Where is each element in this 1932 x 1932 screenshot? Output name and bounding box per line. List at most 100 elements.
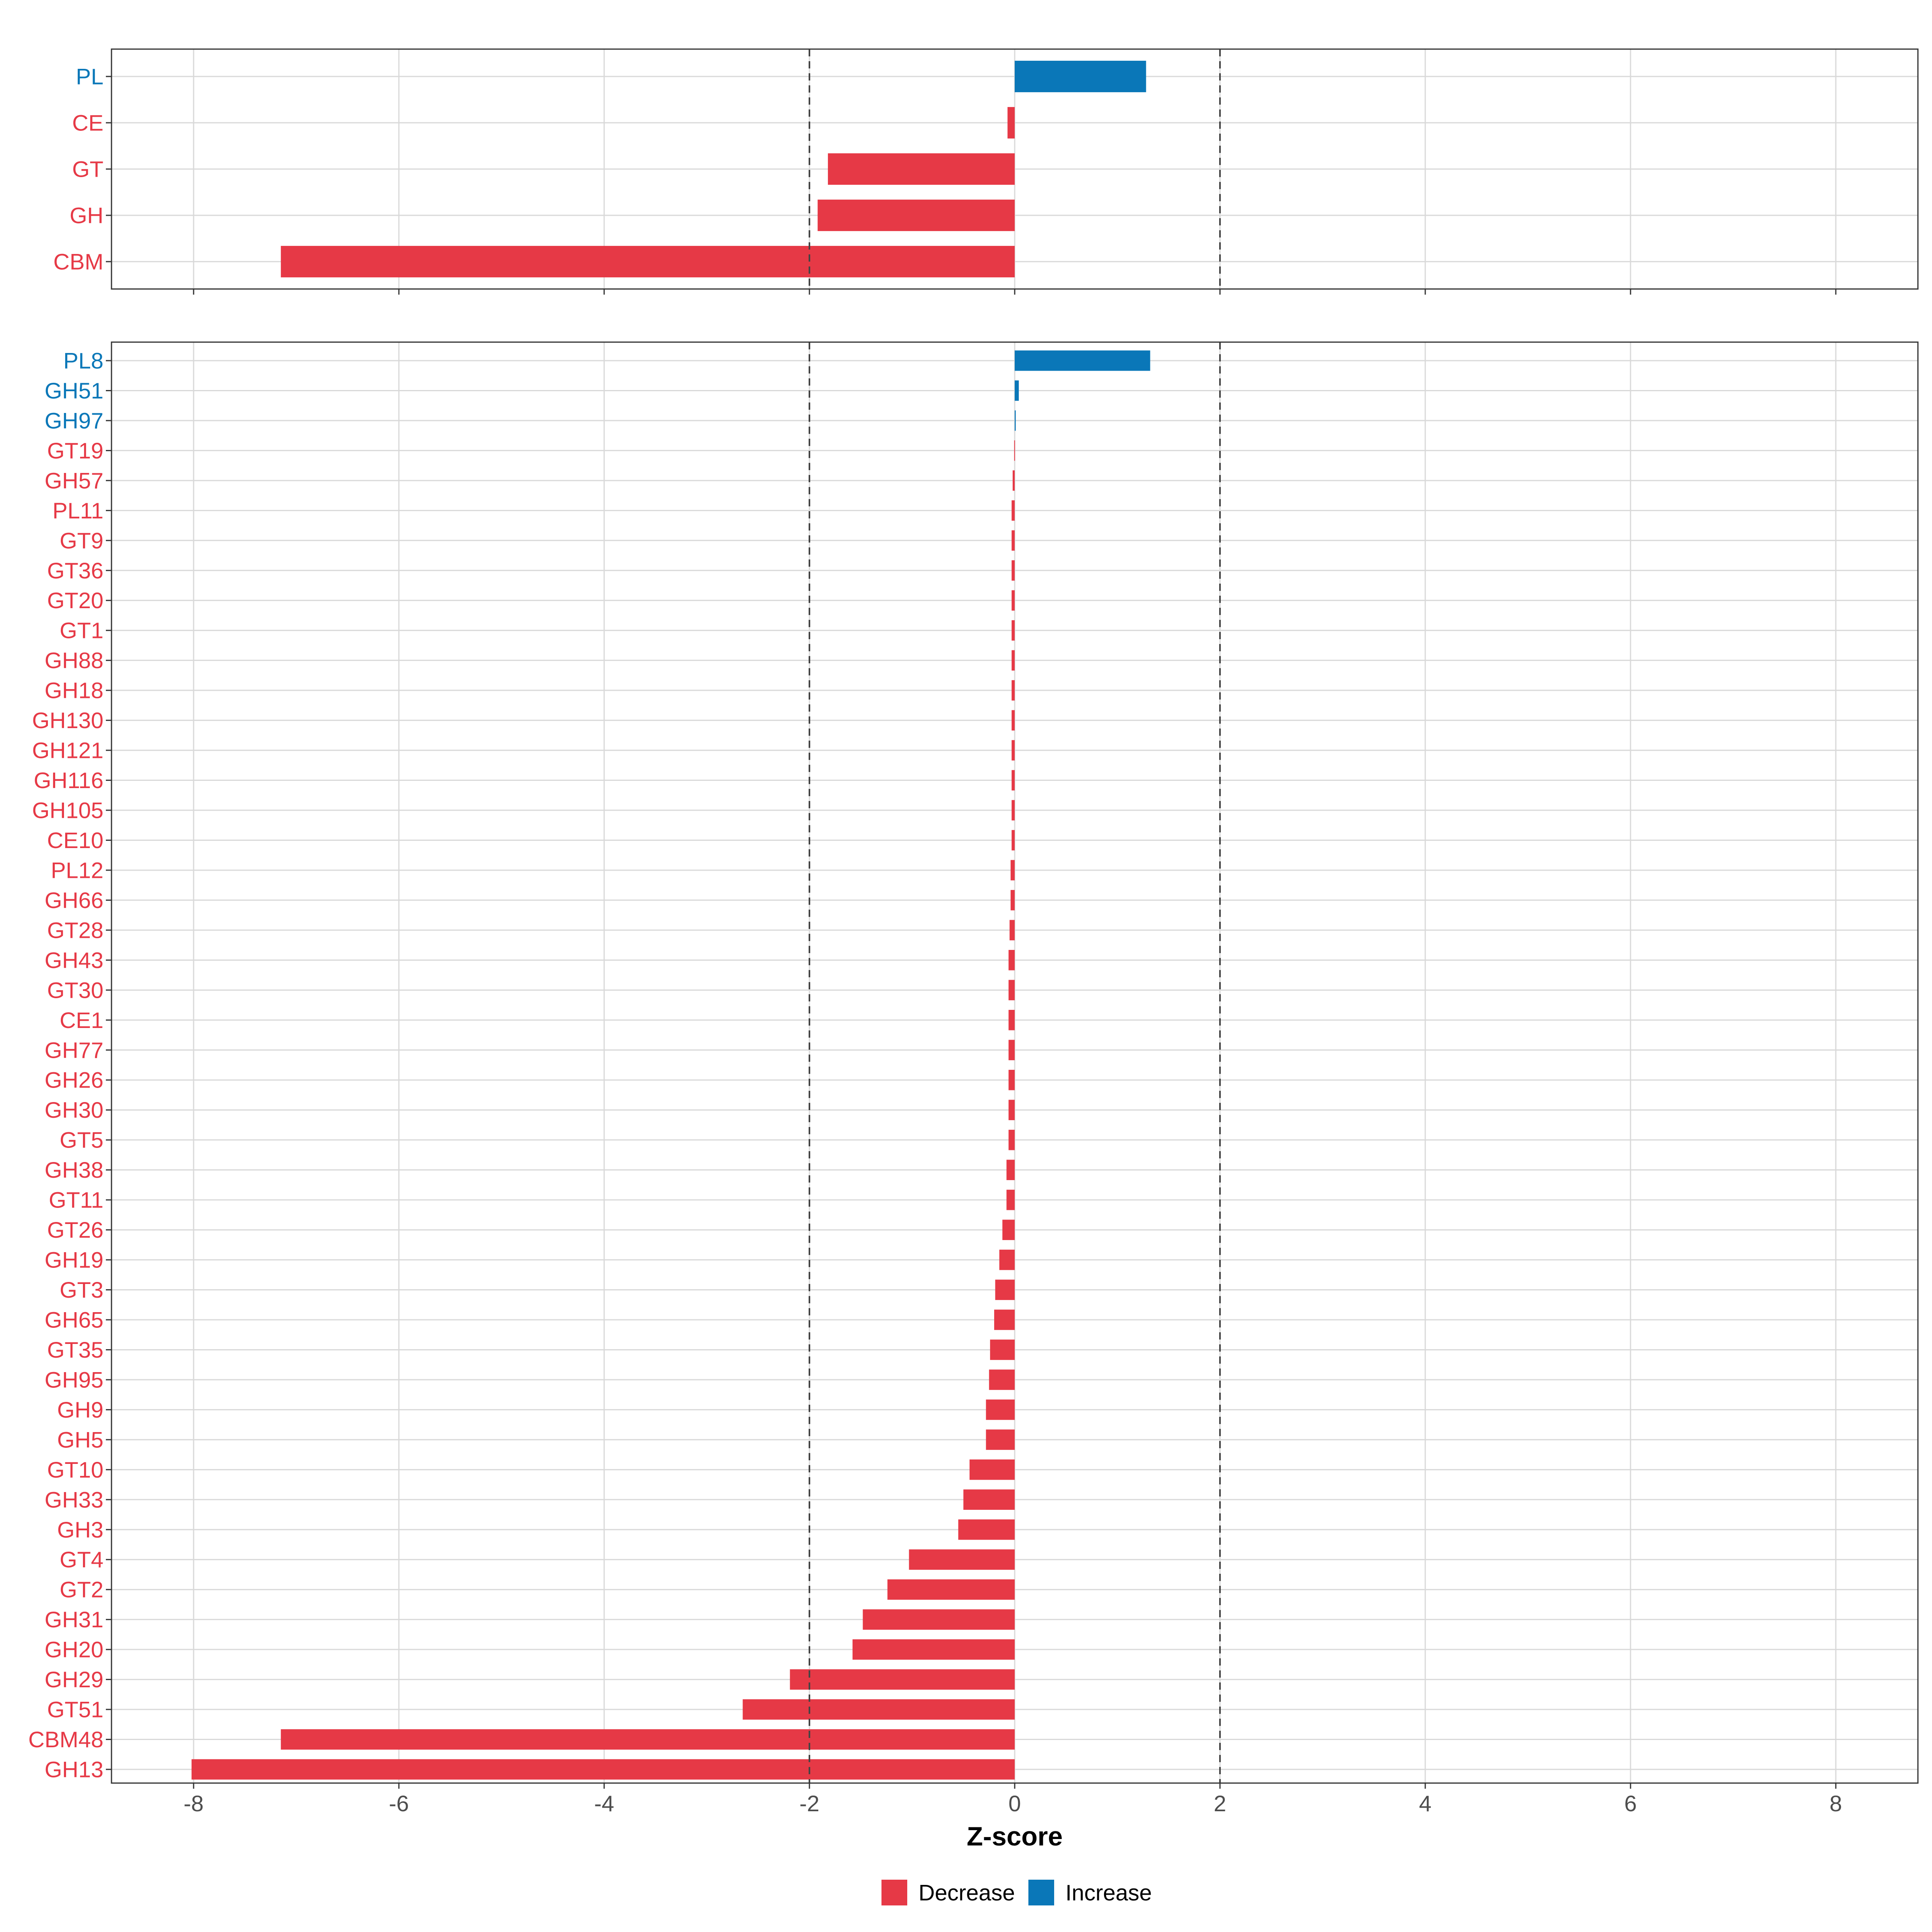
y-tick-label: GT30 [47, 977, 103, 1003]
bar-GH97 [1015, 410, 1016, 431]
bar-GT36 [1011, 560, 1015, 581]
y-tick-label: GH9 [57, 1397, 103, 1422]
bar-GT [828, 153, 1015, 185]
y-tick-label: GT26 [47, 1217, 103, 1243]
bar-GH [817, 199, 1015, 231]
bar-PL8 [1015, 350, 1150, 371]
y-tick-label: GH [70, 203, 103, 228]
y-tick-label: GT1 [60, 618, 103, 643]
x-tick-label: 2 [1214, 1791, 1226, 1816]
x-tick-label: -4 [594, 1791, 614, 1816]
x-tick-label: 0 [1008, 1791, 1021, 1816]
y-tick-label: CBM48 [28, 1727, 103, 1752]
legend-label-decrease: Decrease [919, 1880, 1015, 1905]
y-tick-label: CE1 [60, 1007, 103, 1033]
y-tick-label: GH3 [57, 1517, 103, 1542]
legend-swatch-increase [1028, 1880, 1054, 1905]
y-tick-label: GH20 [45, 1637, 103, 1662]
bar-GH13 [191, 1759, 1015, 1780]
bar-GH26 [1008, 1069, 1015, 1090]
y-tick-label: GH29 [45, 1667, 103, 1692]
bar-GT20 [1011, 590, 1015, 611]
y-tick-label: GH65 [45, 1307, 103, 1332]
bar-CBM [281, 246, 1015, 278]
bar-GT11 [1006, 1189, 1015, 1210]
x-tick-label: -6 [389, 1791, 409, 1816]
y-tick-label: GH116 [34, 768, 103, 793]
bar-GH30 [1008, 1100, 1015, 1121]
y-tick-label: GH77 [45, 1037, 103, 1063]
bar-GH121 [1011, 740, 1015, 761]
y-tick-label: PL11 [52, 498, 103, 523]
y-tick-label: GT20 [47, 588, 103, 613]
bar-GH51 [1015, 380, 1019, 401]
bar-GT26 [1002, 1220, 1015, 1240]
y-tick-label: GT5 [60, 1127, 103, 1153]
y-tick-label: GH30 [45, 1097, 103, 1123]
y-tick-label: GH121 [32, 738, 103, 763]
y-tick-label: GT11 [49, 1187, 103, 1213]
bar-GH31 [863, 1609, 1015, 1630]
bar-GH9 [986, 1399, 1015, 1420]
y-tick-label: GT35 [47, 1337, 103, 1362]
bar-GH20 [852, 1639, 1015, 1660]
y-tick-label: PL12 [51, 857, 103, 883]
bar-PL [1015, 60, 1146, 93]
y-tick-label: GH31 [45, 1607, 103, 1632]
panel-2: PL8 GH51 GH97 GT19 GH57 PL11 GT9 GT36 GT20 GT1 GH8… [28, 341, 1919, 1789]
legend-label-increase: Increase [1065, 1880, 1152, 1905]
y-tick-label: GH88 [45, 648, 103, 673]
y-tick-label: GH130 [32, 708, 103, 733]
bar-GH3 [958, 1519, 1015, 1540]
y-tick-label: GT [72, 157, 103, 182]
bar-GH88 [1011, 650, 1015, 671]
bar-GT51 [743, 1699, 1015, 1720]
bar-GT35 [990, 1340, 1015, 1360]
y-tick-label: GT4 [60, 1547, 103, 1572]
y-tick-label: CBM [54, 249, 103, 275]
y-tick-label: PL8 [63, 348, 103, 374]
bar-PL11 [1011, 500, 1015, 521]
bar-GH65 [994, 1309, 1015, 1330]
bar-CE1 [1008, 1009, 1015, 1030]
y-tick-label: CE10 [47, 828, 103, 853]
bar-GT10 [969, 1459, 1015, 1480]
legend-swatch-decrease [881, 1880, 907, 1905]
bar-GH57 [1012, 470, 1015, 491]
panel-1: PL CE GT GH CBM [54, 48, 1919, 295]
y-tick-label: GH51 [45, 378, 103, 403]
y-tick-label: GH38 [45, 1157, 103, 1183]
y-tick-label: GH105 [32, 798, 103, 823]
x-tick-label: -2 [799, 1791, 819, 1816]
bar-CBM48 [281, 1729, 1015, 1750]
bar-CE [1007, 107, 1015, 139]
y-tick-label: GH5 [57, 1427, 103, 1452]
bar-GT2 [887, 1579, 1015, 1600]
bar-GT30 [1008, 980, 1015, 1001]
x-axis-title: Z-score [967, 1821, 1063, 1851]
y-tick-label: GH19 [45, 1247, 103, 1273]
x-tick-label: 8 [1829, 1791, 1842, 1816]
bar-GH19 [999, 1249, 1015, 1270]
bar-GH66 [1010, 890, 1015, 910]
bar-GT9 [1011, 530, 1015, 551]
y-tick-label: GH18 [45, 678, 103, 703]
bar-GT5 [1008, 1129, 1015, 1150]
y-tick-label: GT9 [60, 528, 103, 553]
bar-GT4 [909, 1549, 1015, 1570]
bar-GH5 [986, 1429, 1015, 1450]
x-tick-label: 6 [1624, 1791, 1637, 1816]
bar-GH18 [1011, 680, 1015, 701]
legend: Decrease Increase [881, 1880, 1152, 1905]
y-tick-label: GH57 [45, 468, 103, 493]
bar-GT28 [1009, 920, 1015, 941]
y-tick-label: GH95 [45, 1367, 103, 1392]
y-tick-label: GT10 [47, 1457, 103, 1482]
x-tick-label: 4 [1419, 1791, 1431, 1816]
y-tick-label: GH66 [45, 888, 103, 913]
bar-GH77 [1008, 1040, 1015, 1061]
bar-GH105 [1011, 800, 1015, 821]
bar-GH95 [989, 1369, 1015, 1390]
